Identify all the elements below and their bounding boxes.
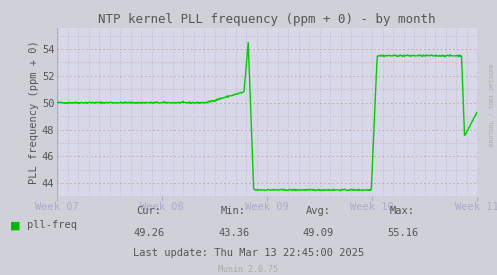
Text: RRDTOOL / TOBI OETIKER: RRDTOOL / TOBI OETIKER <box>490 63 495 146</box>
Text: Max:: Max: <box>390 207 415 216</box>
Text: Last update: Thu Mar 13 22:45:00 2025: Last update: Thu Mar 13 22:45:00 2025 <box>133 248 364 258</box>
Text: 49.26: 49.26 <box>134 229 165 238</box>
Text: Cur:: Cur: <box>137 207 162 216</box>
Text: pll-freq: pll-freq <box>27 221 78 230</box>
Text: Munin 2.0.75: Munin 2.0.75 <box>219 265 278 274</box>
Y-axis label: PLL frequency (ppm + 0): PLL frequency (ppm + 0) <box>29 40 39 184</box>
Title: NTP kernel PLL frequency (ppm + 0) - by month: NTP kernel PLL frequency (ppm + 0) - by … <box>98 13 436 26</box>
Text: Min:: Min: <box>221 207 246 216</box>
Text: ■: ■ <box>10 221 20 230</box>
Text: 43.36: 43.36 <box>218 229 249 238</box>
Text: 55.16: 55.16 <box>387 229 418 238</box>
Text: 49.09: 49.09 <box>303 229 333 238</box>
Text: Avg:: Avg: <box>306 207 331 216</box>
